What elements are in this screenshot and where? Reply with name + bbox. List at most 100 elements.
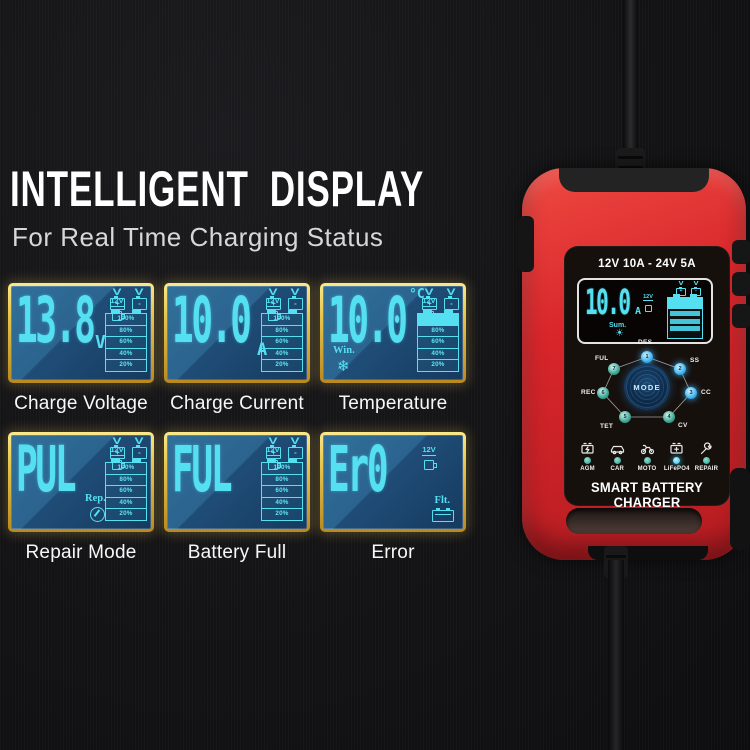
output-cable-bottom: [608, 560, 624, 750]
clamp-plus-icon: V +: [266, 437, 281, 459]
lcd-panel-battery-full: FUL 12V V + V- 100% 80% 60% 40% 20%: [164, 432, 310, 564]
battery-terminals: [267, 310, 297, 313]
summer-mode-label: Sum.: [609, 322, 627, 329]
clamp-indicators: V + V-: [110, 437, 147, 459]
page-subtitle: For Real Time Charging Status: [12, 222, 384, 252]
winter-mode-label: Win.: [333, 345, 355, 356]
segment-value: 10.0: [328, 286, 408, 358]
clamp-minus-icon: V-: [132, 288, 147, 310]
type-moto: MOTO: [633, 442, 662, 472]
gauge-row: 100%: [117, 464, 135, 471]
unit-label: °C: [409, 287, 425, 302]
lcd-screen: FUL 12V V + V- 100% 80% 60% 40% 20%: [167, 435, 307, 529]
lcd-panel-charge-current: 10.0 A 12V V + V- 100% 80% 60% 40% 20%: [164, 283, 310, 415]
lcd-frame: 13.8 V 12V V + V- 100% 80% 60% 40% 20%: [8, 283, 154, 383]
side-grip-fin: [732, 272, 750, 296]
lcd-panel-grid: 13.8 V 12V V + V- 100% 80% 60% 40% 20%: [8, 283, 478, 581]
type-led-active: [673, 457, 681, 464]
segment-value: Er0: [328, 435, 389, 507]
unit-label: A: [257, 340, 268, 360]
type-led: [703, 457, 710, 464]
clamp-plus-icon: V +: [676, 281, 686, 296]
rating-label: 12V 10A - 24V 5A: [598, 258, 696, 270]
mode-label-ss: SS: [690, 357, 700, 364]
panel-caption: Error: [371, 542, 415, 563]
battery-level-gauge: 100% 80% 60% 40% 20%: [261, 310, 303, 372]
segment-value: PUL: [16, 435, 77, 507]
battery-terminals: [673, 294, 697, 297]
gauge-row: 60%: [106, 336, 146, 348]
panel-row-2: PUL 12V V + V- 100% 80% 60% 40% 20%: [8, 432, 478, 564]
top-recess: [559, 168, 709, 192]
wrench-icon: [700, 442, 712, 455]
gauge-row: [670, 311, 700, 316]
gauge-row-solid: [418, 314, 458, 325]
gauge-row: 60%: [262, 485, 302, 497]
gauge-row: [670, 318, 700, 324]
battery-terminals: [267, 459, 297, 462]
mode-led-cc: 3: [685, 387, 697, 399]
segment-value: 13.8: [16, 286, 96, 358]
panel-row-1: 13.8 V 12V V + V- 100% 80% 60% 40% 20%: [8, 283, 478, 415]
car-icon: [610, 445, 624, 455]
gauge-row: 100%: [117, 315, 135, 322]
clamp-indicators: V + V-: [110, 288, 147, 310]
battery-type-row: AGM CAR MOTO: [573, 442, 721, 472]
gauge-row: 20%: [418, 359, 458, 371]
type-car: CAR: [603, 442, 632, 472]
gauge-row: 20%: [262, 359, 302, 371]
gauge-row: 80%: [106, 473, 146, 486]
lcd-frame: FUL 12V V + V- 100% 80% 60% 40% 20%: [164, 432, 310, 532]
clamp-minus-icon: V-: [132, 437, 147, 459]
type-led: [643, 457, 651, 464]
fault-label: Flt.: [434, 495, 450, 506]
charger-front-panel: 12V 10A - 24V 5A 10.0 A 12V V + V-: [564, 246, 730, 510]
lcd-screen: 13.8 V 12V V + V- 100% 80% 60% 40% 20%: [11, 286, 151, 380]
charger-segment-value: 10.0: [585, 281, 631, 323]
clamp-minus-icon: V-: [288, 288, 303, 310]
gauge-row: [670, 326, 700, 331]
gauge-row: 60%: [106, 485, 146, 497]
gauge-row: 20%: [106, 508, 146, 520]
lcd-frame: 10.0 °C 12V V + V- 80% 60% 40% 20%: [320, 283, 466, 383]
left-bumper: [518, 216, 534, 272]
type-agm: AGM: [573, 442, 602, 472]
snowflake-icon: ❄: [337, 358, 350, 375]
mode-led-ful: 7: [608, 363, 620, 375]
repair-circle-icon: [90, 507, 105, 522]
battery-level-gauge: 100% 80% 60% 40% 20%: [105, 310, 147, 372]
charger-lcd-screen: 10.0 A 12V V + V-: [579, 280, 711, 342]
panel-caption: Battery Full: [187, 542, 287, 563]
type-repair: REPAIR: [692, 442, 721, 472]
page-title: INTELLIGENT DISPLAY: [10, 160, 425, 218]
lcd-panel-repair-mode: PUL 12V V + V- 100% 80% 60% 40% 20%: [8, 432, 154, 564]
bottom-handle-recess: [566, 508, 702, 534]
segment-value: 10.0: [172, 286, 252, 358]
agm-battery-icon: [581, 442, 594, 454]
battery-fault-icon: [432, 508, 454, 522]
clamp-indicators: V + V-: [422, 288, 459, 310]
clamp-minus-icon: V-: [444, 288, 459, 310]
mode-label-cc: CC: [701, 389, 711, 396]
power-cable-top: [623, 0, 638, 156]
gauge-row: 40%: [106, 496, 146, 509]
battery-level-gauge: 100% 80% 60% 40% 20%: [261, 459, 303, 521]
panel-caption: Temperature: [338, 393, 448, 414]
mode-button: MODE: [624, 364, 670, 410]
supply-12v-icon: 12V: [419, 439, 439, 470]
clamp-indicators: V + V-: [266, 288, 303, 310]
plug-glyph-icon: [644, 305, 652, 312]
side-grip: [730, 468, 750, 550]
unit-label: V: [95, 332, 106, 353]
charger-unit-label: A: [635, 306, 642, 317]
gauge-row: 60%: [418, 336, 458, 348]
gauge-row: 100%: [273, 464, 291, 471]
mode-label-ful: FUL: [595, 355, 609, 362]
type-led: [584, 457, 591, 464]
lcd-screen: 10.0 A 12V V + V- 100% 80% 60% 40% 20%: [167, 286, 307, 380]
gauge-row: 40%: [106, 347, 146, 360]
battery-terminals: [111, 459, 141, 462]
lcd-frame: Er0 12V Flt.: [320, 432, 466, 532]
lifepo4-battery-icon: [670, 442, 683, 454]
gauge-row-solid: [668, 297, 702, 309]
